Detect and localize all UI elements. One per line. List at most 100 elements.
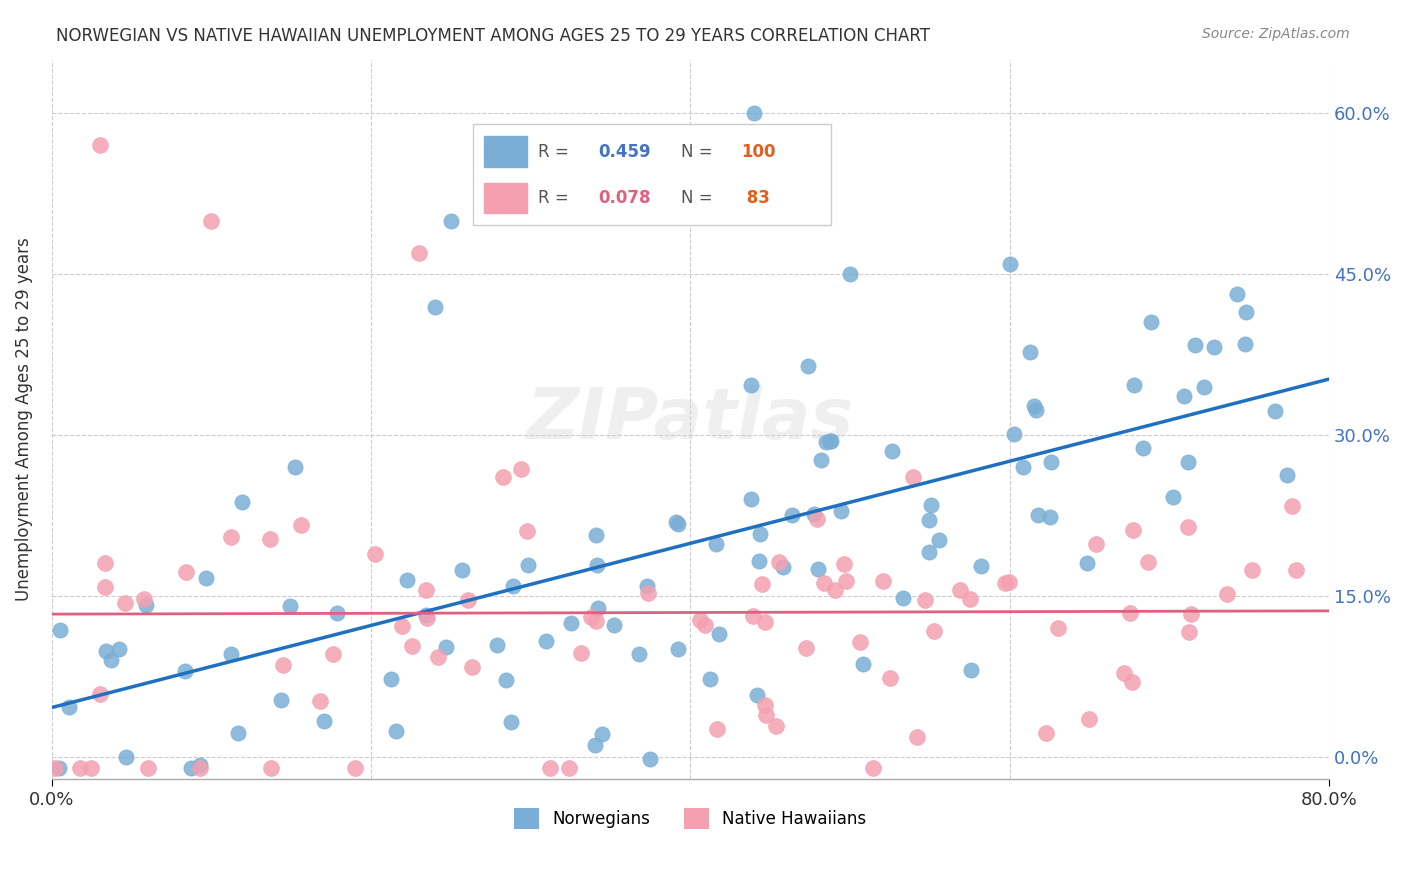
Point: [451, 563, 474, 577]
Point: [824, 582, 846, 597]
Point: [1046, 621, 1069, 635]
Point: [1121, 675, 1143, 690]
Point: [440, 213, 463, 227]
Point: [380, 672, 402, 686]
Point: [920, 498, 942, 512]
Point: [434, 640, 457, 654]
Point: [849, 635, 872, 649]
Point: [423, 300, 446, 314]
Point: [80, 761, 103, 775]
Point: [132, 591, 155, 606]
Point: [538, 761, 561, 775]
Point: [1285, 563, 1308, 577]
Point: [741, 608, 763, 623]
Point: [1177, 455, 1199, 469]
Point: [960, 663, 983, 677]
Point: [219, 530, 242, 544]
Point: [591, 726, 613, 740]
Point: [810, 452, 832, 467]
Point: [949, 583, 972, 598]
Point: [583, 739, 606, 753]
Point: [271, 658, 294, 673]
Point: [1039, 455, 1062, 469]
Point: [343, 761, 366, 775]
Point: [839, 268, 862, 282]
Point: [44, 761, 66, 775]
Point: [832, 558, 855, 572]
Point: [135, 599, 157, 613]
Point: [806, 512, 828, 526]
Point: [309, 694, 332, 708]
Legend: Norwegians, Native Hawaiians: Norwegians, Native Hawaiians: [508, 802, 873, 835]
Point: [174, 665, 197, 679]
Point: [852, 657, 875, 671]
Point: [1202, 340, 1225, 354]
Point: [748, 527, 770, 541]
Point: [228, 726, 250, 740]
Point: [636, 579, 658, 593]
Point: [93, 557, 115, 571]
Point: [1012, 459, 1035, 474]
Point: [754, 615, 776, 629]
Point: [195, 571, 218, 585]
Point: [922, 624, 945, 639]
Point: [905, 730, 928, 744]
Point: [395, 573, 418, 587]
Point: [391, 618, 413, 632]
Point: [270, 692, 292, 706]
Point: [1076, 556, 1098, 570]
Point: [820, 434, 842, 448]
Point: [516, 558, 538, 572]
Point: [89, 687, 111, 701]
Point: [1277, 468, 1299, 483]
Point: [585, 528, 607, 542]
Point: [704, 536, 727, 550]
Point: [415, 582, 437, 597]
Point: [1216, 586, 1239, 600]
Point: [1234, 305, 1257, 319]
Point: [502, 579, 524, 593]
Point: [666, 516, 689, 531]
Point: [586, 600, 609, 615]
Point: [284, 460, 307, 475]
Point: [882, 443, 904, 458]
Point: [89, 138, 111, 153]
Point: [666, 642, 689, 657]
Point: [180, 761, 202, 775]
Point: [114, 596, 136, 610]
Point: [994, 576, 1017, 591]
Point: [803, 507, 825, 521]
Point: [1192, 380, 1215, 394]
Point: [1136, 555, 1159, 569]
Point: [415, 608, 437, 623]
Point: [1114, 665, 1136, 680]
Point: [314, 714, 336, 728]
Point: [401, 640, 423, 654]
Point: [461, 659, 484, 673]
Point: [637, 586, 659, 600]
Point: [49, 623, 72, 637]
Point: [797, 359, 820, 373]
Point: [901, 469, 924, 483]
Point: [278, 599, 301, 613]
Point: [1026, 508, 1049, 522]
Point: [768, 555, 790, 569]
Point: [231, 495, 253, 509]
Point: [1233, 336, 1256, 351]
Point: [427, 650, 450, 665]
Point: [638, 752, 661, 766]
Point: [48, 761, 70, 775]
Point: [1022, 400, 1045, 414]
Point: [754, 698, 776, 712]
Point: [1177, 520, 1199, 534]
Point: [94, 644, 117, 658]
Point: [1140, 315, 1163, 329]
Point: [742, 106, 765, 120]
Point: [492, 470, 515, 484]
Point: [815, 435, 838, 450]
Point: [740, 491, 762, 506]
Point: [997, 575, 1019, 590]
Point: [1281, 499, 1303, 513]
Point: [260, 761, 283, 775]
Point: [665, 515, 688, 529]
